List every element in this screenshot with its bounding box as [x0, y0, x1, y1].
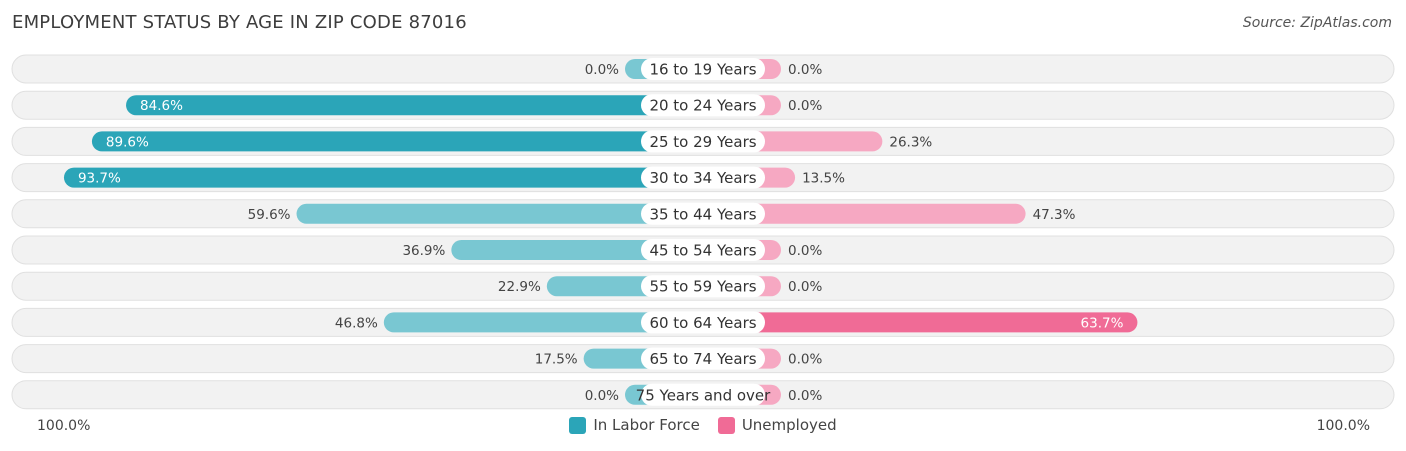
value-label-unemployed: 0.0%: [788, 243, 822, 259]
axis-left-label: 100.0%: [37, 418, 91, 434]
value-label-unemployed: 0.0%: [788, 352, 822, 368]
value-label-unemployed: 13.5%: [802, 171, 845, 187]
category-label: 25 to 29 Years: [649, 133, 756, 151]
category-pill: [641, 130, 765, 153]
legend-swatch-labor: [569, 416, 587, 434]
chart-svg: 16 to 19 Years 0.0% 0.0% 20 to 24 Years 84.6…: [11, 54, 1395, 410]
value-label-labor: 84.6%: [140, 98, 183, 114]
value-label-labor: 46.8%: [335, 315, 378, 331]
category-pill: [641, 94, 765, 117]
category-label: 20 to 24 Years: [649, 97, 756, 115]
category-label: 65 to 74 Years: [649, 350, 756, 368]
source-label: Source: ZipAtlas.com: [1242, 15, 1392, 31]
category-label: 45 to 54 Years: [649, 242, 756, 260]
bar-labor: [63, 167, 703, 188]
category-pill: [641, 347, 765, 370]
bar-unemployed: [703, 203, 1026, 224]
value-label-unemployed: 0.0%: [788, 62, 822, 78]
category-label: 60 to 64 Years: [649, 314, 756, 332]
value-label-labor: 36.9%: [402, 243, 445, 259]
bar-labor: [296, 203, 703, 224]
legend-item-labor[interactable]: In Labor Force: [569, 416, 700, 434]
bar-labor: [91, 131, 704, 152]
legend: In Labor Force Unemployed: [0, 416, 1406, 434]
value-label-labor: 22.9%: [498, 279, 541, 295]
value-label-labor: 59.6%: [248, 207, 291, 223]
value-label-unemployed: 63.7%: [1081, 315, 1124, 331]
value-label-unemployed: 0.0%: [788, 279, 822, 295]
category-label: 75 Years and over: [636, 386, 771, 404]
legend-swatch-unemployed: [717, 416, 735, 434]
bar-unemployed: [703, 312, 1138, 333]
legend-item-unemployed[interactable]: Unemployed: [717, 416, 837, 434]
axis-right-label: 100.0%: [1316, 418, 1370, 434]
bar-labor: [451, 240, 703, 260]
legend-label-unemployed: Unemployed: [741, 416, 837, 434]
bar-labor: [126, 95, 703, 116]
category-pill: [641, 275, 765, 298]
category-pill: [641, 311, 765, 334]
value-label-labor: 93.7%: [78, 171, 121, 187]
value-label-labor: 0.0%: [585, 388, 619, 404]
value-label-labor: 17.5%: [535, 352, 578, 368]
category-label: 35 to 44 Years: [649, 205, 756, 223]
value-label-unemployed: 0.0%: [788, 98, 822, 114]
category-pill: [641, 58, 765, 80]
category-pill: [641, 166, 765, 189]
category-label: 16 to 19 Years: [649, 61, 756, 79]
chart-title: EMPLOYMENT STATUS BY AGE IN ZIP CODE 870…: [12, 12, 467, 33]
value-label-labor: 0.0%: [585, 62, 619, 78]
legend-label-labor: In Labor Force: [593, 416, 700, 434]
bar-labor: [383, 312, 703, 333]
category-pill: [641, 202, 765, 225]
category-label: 30 to 34 Years: [649, 169, 756, 187]
value-label-unemployed: 47.3%: [1033, 207, 1076, 223]
category-pill: [641, 383, 765, 406]
category-label: 55 to 59 Years: [649, 278, 756, 296]
value-label-labor: 89.6%: [106, 134, 149, 150]
category-pill: [641, 239, 765, 261]
value-label-unemployed: 26.3%: [889, 134, 932, 150]
value-label-unemployed: 0.0%: [788, 388, 822, 404]
